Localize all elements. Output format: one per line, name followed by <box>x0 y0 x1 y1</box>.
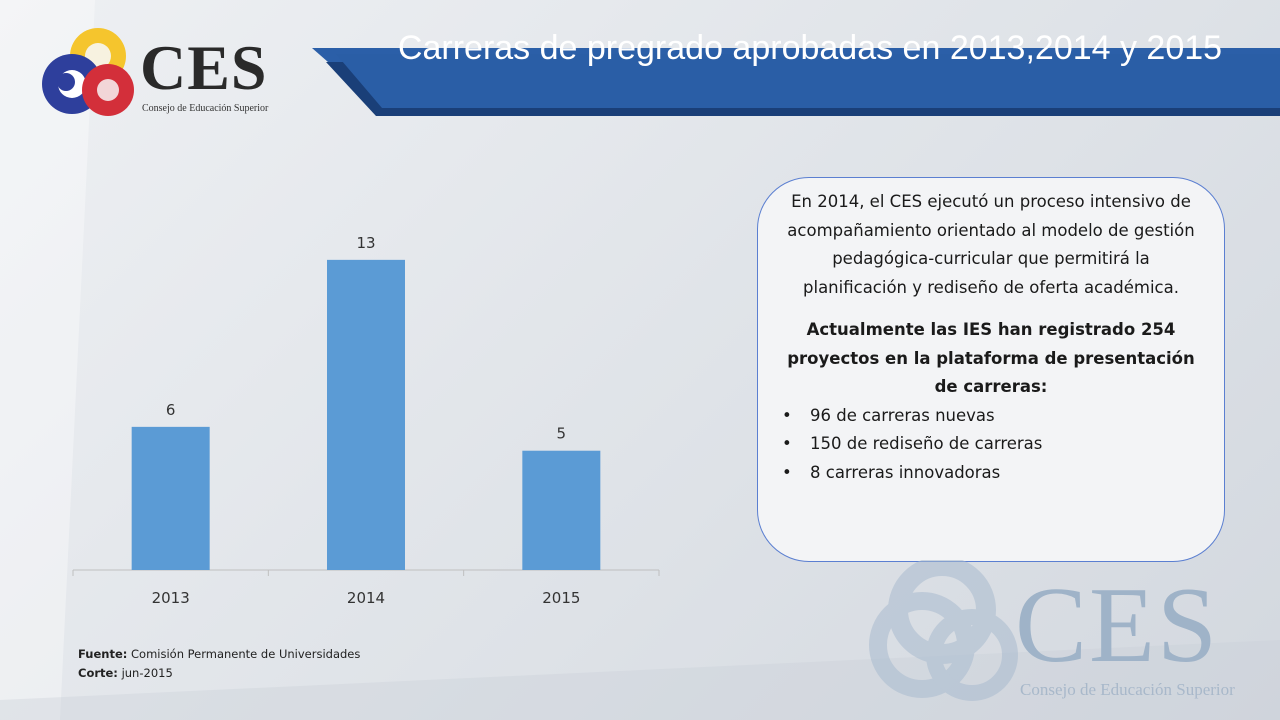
watermark-logo-icon <box>869 560 1018 701</box>
list-item-text: 96 de carreras nuevas <box>810 405 995 425</box>
x-tick-label-2014: 2014 <box>347 589 385 607</box>
bar-2015 <box>522 450 601 570</box>
cutoff-label: Corte: <box>78 666 118 680</box>
bar-2013 <box>131 426 210 570</box>
bar-chart: 6 2013 13 2014 5 2015 <box>72 234 660 607</box>
callout-paragraph: En 2014, el CES ejecutó un proceso inten… <box>787 192 1195 297</box>
callout-highlight: Actualmente las IES han registrado 254 p… <box>787 320 1195 396</box>
page-title: Carreras de pregrado aprobadas en 2013,2… <box>397 29 1223 67</box>
list-item-text: 8 carreras innovadoras <box>810 462 1001 482</box>
callout-list: • 96 de carreras nuevas • 150 de rediseño … <box>782 402 1198 488</box>
x-tick-label-2015: 2015 <box>542 589 580 607</box>
bullet-icon: • <box>782 405 792 425</box>
bar-2014 <box>327 259 405 570</box>
cutoff-line: Corte: jun-2015 <box>78 664 360 683</box>
list-item: • 150 de rediseño de carreras <box>778 430 1198 459</box>
list-item-text: 150 de rediseño de carreras <box>810 434 1043 453</box>
bullet-icon: • <box>782 434 792 453</box>
data-label-2015: 5 <box>557 425 567 443</box>
data-label-2014: 13 <box>356 234 375 252</box>
source-label: Fuente: <box>78 647 128 661</box>
watermark-subtitle: Consejo de Educación Superior <box>1020 680 1235 699</box>
cutoff-text: jun-2015 <box>117 666 173 680</box>
logo-subtitle: Consejo de Educación Superior <box>142 103 269 114</box>
bullet-icon: • <box>782 462 792 482</box>
info-callout: En 2014, el CES ejecutó un proceso inten… <box>757 177 1225 562</box>
x-tick-label-2013: 2013 <box>152 589 190 607</box>
title-band <box>312 48 1280 116</box>
list-item: • 8 carreras innovadoras <box>778 459 1198 488</box>
source-text: Comisión Permanente de Universidades <box>127 647 361 661</box>
watermark-wordmark: CES <box>1015 566 1220 685</box>
ces-logo-icon <box>42 28 134 116</box>
logo-wordmark: CES <box>140 32 268 103</box>
data-label-2013: 6 <box>166 401 176 419</box>
source-note: Fuente: Comisión Permanente de Universid… <box>78 645 360 683</box>
list-item: • 96 de carreras nuevas <box>778 402 1198 431</box>
source-line: Fuente: Comisión Permanente de Universid… <box>78 645 360 664</box>
